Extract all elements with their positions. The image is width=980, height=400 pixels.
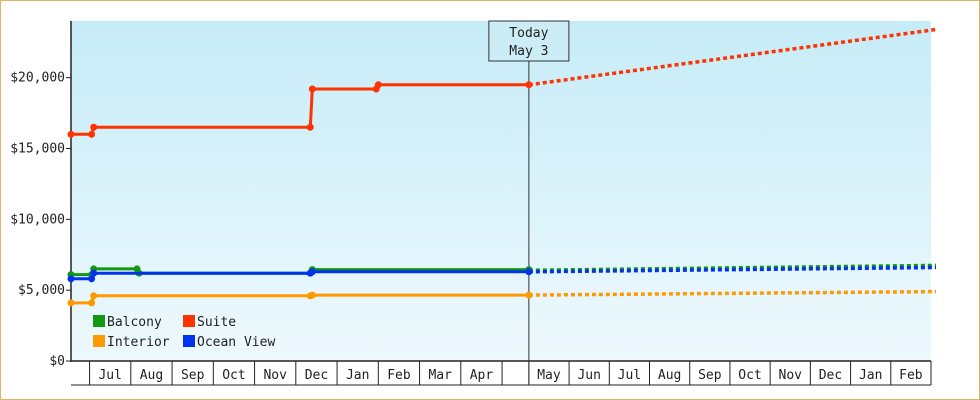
series-point-suite	[306, 123, 314, 131]
series-point-interior	[525, 291, 533, 299]
series-forecast-interior	[528, 289, 937, 297]
x-month-label: Sep	[698, 368, 722, 383]
series-point-interior	[308, 291, 316, 299]
x-month-label: Aug	[658, 368, 681, 383]
x-month-label: Aug	[140, 368, 163, 383]
legend: Balcony Suite Interior Ocean View	[93, 315, 275, 350]
series-point-suite	[67, 130, 75, 138]
x-month-label: Sep	[181, 368, 205, 383]
series-point-interior	[90, 292, 98, 300]
x-axis: Jul Aug Sep Oct Nov Dec Jan Feb Mar Apr May Jun Jul A…	[71, 360, 932, 386]
x-month-label: Nov	[263, 368, 287, 383]
legend-swatch-ocean-view	[183, 335, 195, 347]
x-month-label: Oct	[222, 368, 245, 383]
series-point-suite	[88, 130, 96, 138]
x-month-label: Mar	[428, 368, 452, 383]
x-month-label: Nov	[779, 368, 803, 383]
series-forecast-ocean-view	[528, 265, 937, 274]
plot-background	[71, 21, 931, 361]
today-date: May 3	[509, 44, 548, 59]
x-month-label: Jun	[577, 368, 600, 383]
legend-label-interior: Interior	[107, 335, 170, 350]
today-marker: Today May 3	[488, 20, 570, 385]
y-tick-label: $10,000	[10, 212, 65, 227]
x-month-label: Feb	[387, 368, 411, 383]
x-month-label: Jul	[98, 368, 121, 383]
x-month-label: May	[537, 368, 561, 383]
x-month-label: Feb	[899, 368, 923, 383]
series-point-ocean-view	[67, 275, 75, 283]
x-month-label: Jul	[618, 368, 641, 383]
legend-label-suite: Suite	[197, 315, 236, 330]
x-month-label: Dec	[305, 368, 328, 383]
series-forecast-balcony	[528, 263, 937, 273]
y-axis: $0 $5,000 $10,000 $15,000 $20,000	[10, 21, 72, 369]
x-month-label: Jan	[859, 368, 882, 383]
legend-swatch-suite	[183, 315, 195, 327]
today-box	[488, 20, 570, 62]
series-point-interior	[67, 299, 75, 307]
x-month-label: Jan	[346, 368, 369, 383]
series-point-ocean-view	[90, 269, 98, 277]
series-point-ocean-view	[525, 268, 533, 276]
legend-label-ocean-view: Ocean View	[197, 335, 275, 350]
series-layer	[67, 27, 937, 307]
series-point-suite	[525, 81, 533, 89]
series-point-interior	[88, 299, 96, 307]
legend-swatch-interior	[93, 335, 105, 347]
series-point-suite	[374, 81, 382, 89]
series-point-suite	[90, 123, 98, 131]
y-tick-label: $0	[49, 354, 65, 369]
x-month-label: Apr	[470, 368, 494, 383]
series-point-ocean-view	[88, 275, 96, 283]
y-tick-label: $15,000	[10, 142, 65, 157]
series-point-suite	[308, 85, 316, 93]
x-month-label: Oct	[738, 368, 761, 383]
y-tick-label: $5,000	[18, 283, 65, 298]
today-label: Today	[509, 26, 548, 41]
y-tick-label: $20,000	[10, 71, 65, 86]
legend-swatch-balcony	[93, 315, 105, 327]
series-point-ocean-view	[308, 268, 316, 276]
x-month-label: Dec	[819, 368, 842, 383]
legend-label-balcony: Balcony	[107, 315, 162, 330]
series-forecast-suite	[528, 27, 937, 87]
